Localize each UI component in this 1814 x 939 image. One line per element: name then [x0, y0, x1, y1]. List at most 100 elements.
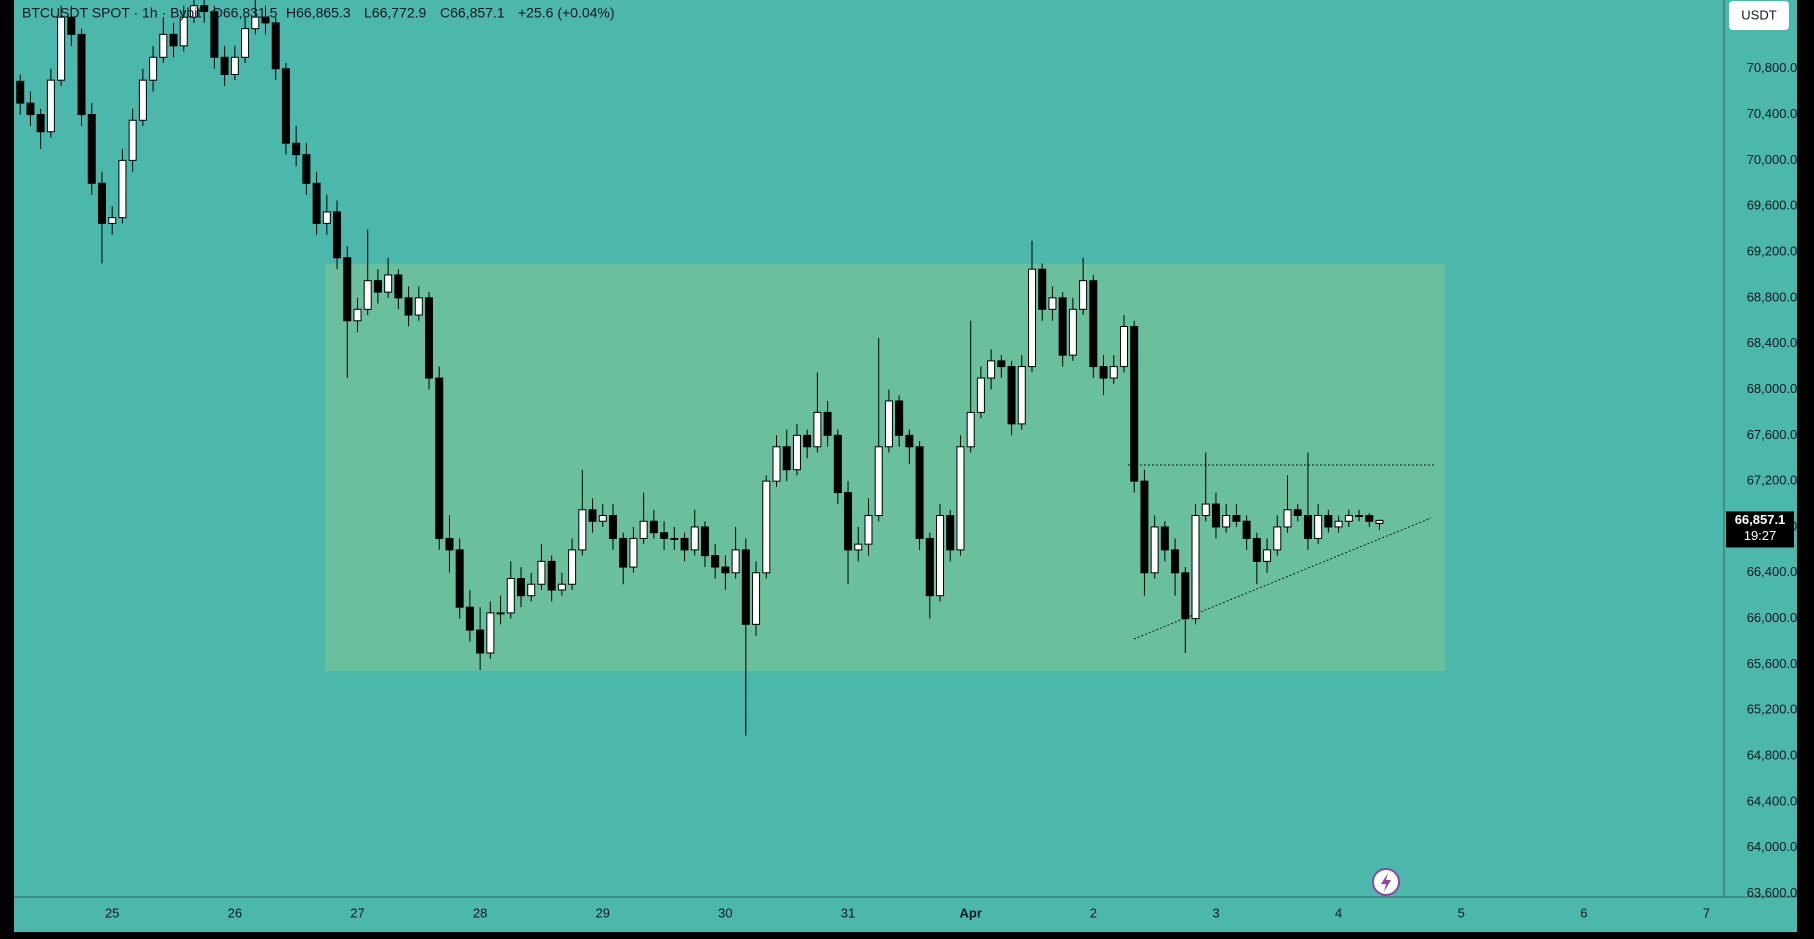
candle-body	[343, 257, 352, 322]
candle-body	[36, 114, 45, 133]
candle-body	[363, 280, 372, 310]
candle-body	[486, 612, 495, 654]
candle-body	[230, 56, 239, 75]
candle-body	[1355, 515, 1364, 518]
candle-body	[118, 159, 127, 219]
candle-body	[1038, 268, 1047, 310]
unit-button-label[interactable]: USDT	[1741, 7, 1776, 22]
candle-body	[353, 308, 362, 322]
candle-body	[97, 182, 106, 224]
candle-body	[1109, 366, 1118, 379]
candle-body	[598, 515, 607, 522]
x-tick-label: 28	[473, 905, 487, 920]
candle-body	[128, 119, 137, 161]
y-tick-label: 63,600.0	[1747, 885, 1798, 900]
candle-body	[1344, 515, 1353, 522]
candle-body	[588, 509, 597, 522]
candle-body	[281, 68, 290, 144]
candle-body	[57, 16, 66, 81]
candle-body	[1068, 308, 1077, 356]
candle-body	[690, 526, 699, 551]
candle-body	[1130, 325, 1139, 482]
symbol-title: BTCUSDT SPOT · 1h · Bybit	[22, 5, 201, 21]
x-tick-label: 30	[718, 905, 732, 920]
candle-body	[220, 56, 229, 75]
candle-body	[1017, 366, 1026, 425]
candle-body	[435, 377, 444, 539]
candle-body	[813, 411, 822, 448]
candle-body	[915, 446, 924, 539]
candle-body	[700, 526, 709, 557]
candle-body	[1201, 503, 1210, 517]
y-tick-label: 68,400.0	[1747, 335, 1798, 350]
candle-body	[455, 549, 464, 608]
candle-body	[864, 515, 873, 545]
candle-body	[404, 297, 413, 316]
candle-body	[200, 5, 209, 12]
candle-body	[884, 400, 893, 448]
range-zone	[325, 264, 1445, 671]
candle-body	[874, 446, 883, 517]
candle-body	[966, 411, 975, 448]
candle-body	[1007, 366, 1016, 425]
candle-body	[772, 446, 781, 482]
candle-body	[179, 16, 188, 47]
candle-body	[292, 142, 301, 156]
candle-body	[87, 114, 96, 184]
candle-body	[711, 555, 720, 568]
candle-body	[241, 28, 250, 58]
candle-body	[578, 509, 587, 551]
candle-body	[1283, 509, 1292, 528]
candle-body	[1079, 280, 1088, 310]
candle-body	[792, 434, 801, 471]
candle-body	[476, 629, 485, 654]
y-tick-label: 70,800.0	[1747, 60, 1798, 75]
candle-body	[1242, 520, 1251, 539]
unit-button[interactable]	[1729, 1, 1789, 30]
candle-body	[108, 217, 117, 224]
candle-body	[425, 297, 434, 379]
candle-body	[189, 5, 198, 18]
candle-body	[465, 606, 474, 631]
alert-bolt	[1381, 873, 1391, 892]
candle-body	[895, 400, 904, 436]
x-tick-label: 7	[1703, 905, 1710, 920]
candle-body	[384, 274, 393, 293]
candle-body	[302, 154, 311, 184]
candle-body	[322, 211, 331, 224]
candle-body	[997, 360, 1006, 368]
candle-body	[373, 280, 382, 293]
candle-body	[844, 492, 853, 551]
candle-body	[629, 537, 638, 568]
y-tick-label: 64,400.0	[1747, 793, 1798, 808]
candle-body	[823, 411, 832, 436]
x-tick-label: 25	[105, 905, 119, 920]
candle-body	[1119, 325, 1128, 368]
candle-body	[394, 274, 403, 299]
candle-body	[1099, 366, 1108, 379]
candle-body	[568, 549, 577, 585]
candle-body	[149, 56, 158, 81]
x-tick-label: 4	[1335, 905, 1342, 920]
candle-body	[1273, 526, 1282, 551]
x-tick-label: 2	[1090, 905, 1097, 920]
x-tick-label: 5	[1458, 905, 1465, 920]
candle-body	[333, 211, 342, 259]
candle-body	[1252, 537, 1261, 562]
candle-body	[169, 33, 178, 47]
candle-body	[1232, 515, 1241, 522]
y-tick-label: 64,000.0	[1747, 839, 1798, 854]
candle-body	[1314, 515, 1323, 539]
candle-body	[762, 480, 771, 574]
candle-body	[1028, 268, 1036, 368]
candle-body	[752, 572, 761, 625]
y-tick-label: 67,200.0	[1747, 473, 1798, 488]
candle-body	[987, 360, 996, 379]
candle-body	[1150, 526, 1159, 574]
y-tick-label: 64,800.0	[1747, 748, 1798, 763]
candle-body	[16, 80, 25, 104]
candle-body	[925, 537, 934, 597]
candle-body	[660, 532, 669, 539]
x-tick-label: 31	[841, 905, 855, 920]
